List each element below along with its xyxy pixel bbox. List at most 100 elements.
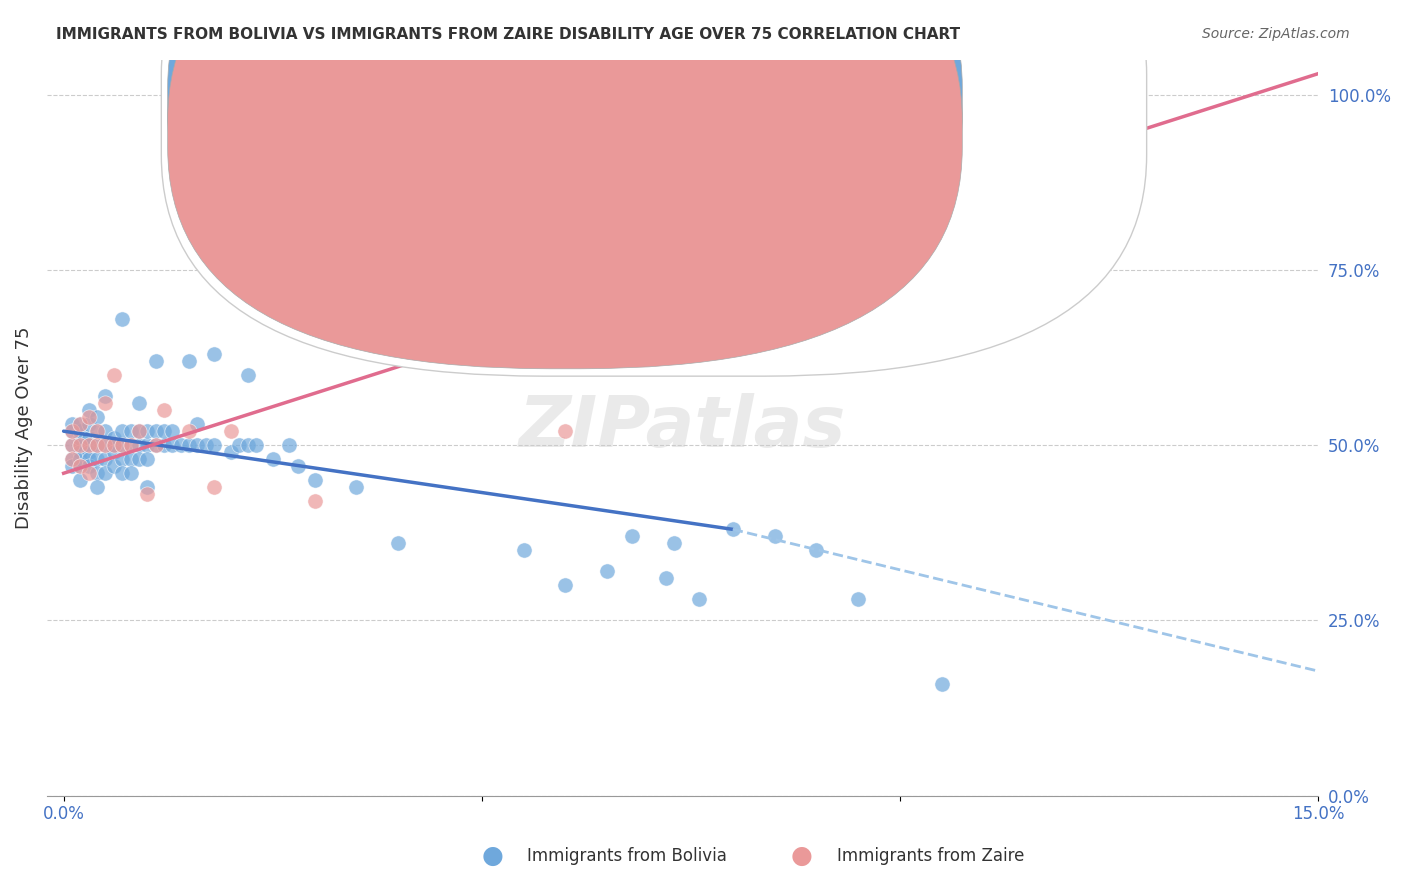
- Point: [596, 565, 619, 579]
- Point: [202, 347, 225, 361]
- Point: [621, 529, 644, 543]
- Point: [387, 536, 409, 550]
- Point: [77, 467, 100, 481]
- Point: [94, 467, 117, 481]
- Point: [136, 424, 159, 438]
- Point: [69, 438, 91, 452]
- FancyBboxPatch shape: [162, 0, 1147, 376]
- Point: [145, 438, 167, 452]
- Point: [103, 438, 125, 452]
- Point: [512, 543, 534, 558]
- Point: [111, 452, 134, 467]
- Point: [236, 368, 259, 383]
- Point: [554, 578, 576, 592]
- Point: [304, 473, 326, 487]
- Point: [60, 438, 83, 452]
- Point: [763, 529, 786, 543]
- Point: [136, 438, 159, 452]
- Point: [103, 438, 125, 452]
- Point: [304, 494, 326, 508]
- Point: [153, 403, 176, 417]
- Point: [287, 459, 309, 474]
- Point: [177, 424, 200, 438]
- Point: [806, 543, 828, 558]
- Point: [77, 438, 100, 452]
- Point: [145, 424, 167, 438]
- Point: [262, 452, 284, 467]
- Point: [262, 269, 284, 284]
- Point: [145, 438, 167, 452]
- Point: [77, 410, 100, 425]
- Point: [69, 417, 91, 432]
- Point: [202, 438, 225, 452]
- Point: [128, 424, 150, 438]
- Point: [69, 452, 91, 467]
- Point: [111, 312, 134, 326]
- Point: [554, 424, 576, 438]
- Point: [77, 438, 100, 452]
- Point: [219, 424, 242, 438]
- Point: [721, 522, 744, 536]
- Point: [655, 571, 678, 585]
- Text: Source: ZipAtlas.com: Source: ZipAtlas.com: [1202, 27, 1350, 41]
- Point: [111, 467, 134, 481]
- Point: [111, 438, 134, 452]
- Text: IMMIGRANTS FROM BOLIVIA VS IMMIGRANTS FROM ZAIRE DISABILITY AGE OVER 75 CORRELAT: IMMIGRANTS FROM BOLIVIA VS IMMIGRANTS FR…: [56, 27, 960, 42]
- Point: [69, 445, 91, 459]
- Point: [77, 417, 100, 432]
- Point: [136, 480, 159, 494]
- Point: [219, 445, 242, 459]
- FancyBboxPatch shape: [167, 0, 962, 335]
- Point: [60, 459, 83, 474]
- Point: [128, 438, 150, 452]
- Point: [128, 452, 150, 467]
- Point: [153, 424, 176, 438]
- Point: [60, 417, 83, 432]
- Point: [170, 438, 193, 452]
- Point: [145, 354, 167, 368]
- Point: [69, 438, 91, 452]
- Point: [86, 410, 108, 425]
- Point: [120, 424, 142, 438]
- Point: [86, 467, 108, 481]
- Text: -0.365: -0.365: [626, 89, 685, 107]
- Point: [177, 354, 200, 368]
- Point: [60, 424, 83, 438]
- Point: [60, 452, 83, 467]
- Y-axis label: Disability Age Over 75: Disability Age Over 75: [15, 326, 32, 529]
- Point: [86, 424, 108, 438]
- Point: [86, 438, 108, 452]
- Point: [245, 438, 267, 452]
- Point: [136, 452, 159, 467]
- Point: [69, 417, 91, 432]
- Point: [103, 368, 125, 383]
- Point: [103, 445, 125, 459]
- Point: [186, 438, 208, 452]
- Point: [86, 438, 108, 452]
- Point: [664, 536, 686, 550]
- Point: [103, 431, 125, 445]
- Point: [162, 424, 184, 438]
- Text: 90: 90: [689, 89, 711, 107]
- Point: [120, 467, 142, 481]
- Point: [153, 438, 176, 452]
- Point: [94, 389, 117, 403]
- Point: [60, 452, 83, 467]
- Point: [77, 452, 100, 467]
- Point: [94, 424, 117, 438]
- Point: [94, 438, 117, 452]
- Point: [177, 438, 200, 452]
- Point: [194, 438, 217, 452]
- Point: [77, 431, 100, 445]
- Point: [136, 487, 159, 501]
- Point: [236, 438, 259, 452]
- Point: [186, 417, 208, 432]
- Point: [86, 480, 108, 494]
- Point: [60, 438, 83, 452]
- Point: [60, 424, 83, 438]
- Text: ZIPatlas: ZIPatlas: [519, 393, 846, 462]
- Point: [120, 452, 142, 467]
- Point: [77, 445, 100, 459]
- Point: [94, 438, 117, 452]
- Point: [120, 438, 142, 452]
